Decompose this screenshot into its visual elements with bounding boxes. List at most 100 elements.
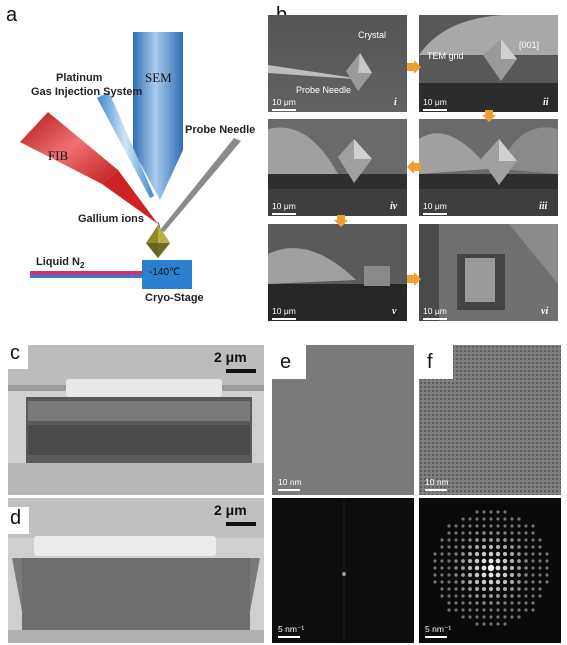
- diffraction-spot: [454, 566, 458, 570]
- diffraction-spot: [468, 524, 472, 528]
- diffraction-spot: [496, 608, 500, 612]
- diffraction-spot: [433, 552, 437, 556]
- arrow-right-icon-2: [407, 272, 421, 286]
- diffraction-spot: [475, 594, 479, 598]
- diffraction-spot: [468, 580, 472, 584]
- diffraction-spot: [510, 601, 514, 605]
- diffraction-spot: [510, 538, 514, 542]
- diffraction-spot: [524, 601, 528, 605]
- diffraction-spot: [496, 594, 500, 598]
- diffraction-spot: [503, 601, 507, 605]
- sem-image-c: 2 μm: [8, 345, 264, 495]
- diffraction-spot: [482, 517, 486, 521]
- diffraction-spot: [468, 615, 472, 619]
- diffraction-spot: [454, 594, 458, 598]
- diffraction-spot: [447, 573, 451, 577]
- diffraction-spot: [517, 580, 521, 584]
- diffraction-spot: [461, 524, 465, 528]
- panel-label-e: e: [272, 345, 306, 379]
- diffraction-spot: [489, 531, 493, 535]
- diffraction-spot: [447, 531, 451, 535]
- diffraction-spot: [447, 580, 451, 584]
- cryo-stage: [142, 260, 192, 289]
- diffraction-spot: [461, 594, 465, 598]
- diffraction-spot: [475, 510, 479, 514]
- diffraction-spot: [503, 587, 507, 591]
- probe-needle-label-i: Probe Needle: [296, 85, 352, 95]
- diffraction-spot: [454, 531, 458, 535]
- diffraction-spot: [524, 552, 528, 556]
- diffraction-spot: [495, 586, 501, 592]
- diffraction-spot: [531, 524, 535, 528]
- diffraction-spot: [496, 531, 500, 535]
- roman-i: i: [394, 97, 397, 108]
- scale-text-d: 2 μm: [214, 502, 247, 518]
- diffraction-spot: [496, 538, 500, 542]
- scalebar-e-top: [278, 489, 300, 491]
- diffraction-spot: [517, 559, 521, 563]
- diffraction-spot: [447, 608, 451, 612]
- diffraction-spot: [531, 566, 535, 570]
- diffraction-spot: [545, 566, 549, 570]
- diffraction-spot: [509, 565, 515, 571]
- diffraction-spot: [468, 594, 472, 598]
- scalebar-f-top: [425, 489, 447, 491]
- diffraction-spot: [474, 558, 480, 564]
- diffraction-spot: [524, 608, 528, 612]
- diffraction-spot: [495, 565, 501, 571]
- diffraction-spot: [440, 552, 444, 556]
- diffraction-spot: [531, 559, 535, 563]
- diffraction-spot: [461, 573, 465, 577]
- diffraction-spot: [503, 510, 507, 514]
- diffraction-spot: [517, 594, 521, 598]
- scale-text-f-bottom: 5 nm⁻¹: [425, 624, 452, 634]
- sem-column: [133, 32, 183, 200]
- diffraction-spot: [531, 608, 535, 612]
- diffraction-spot: [482, 531, 486, 535]
- gallium-ions-label: Gallium ions: [78, 213, 145, 225]
- diffraction-spot: [517, 587, 521, 591]
- diffraction-spot: [489, 622, 493, 626]
- diffraction-spot: [475, 615, 479, 619]
- diffraction-spot: [510, 517, 514, 521]
- diffraction-spot: [502, 558, 508, 564]
- diffraction-spot: [461, 580, 465, 584]
- scalebar-vi: [423, 318, 447, 320]
- diffraction-spot: [461, 601, 465, 605]
- diffraction-spot: [461, 615, 465, 619]
- scalebar-f-bottom: [425, 636, 447, 638]
- liquid-n2-label: Liquid N2: [36, 256, 85, 271]
- diffraction-spot: [503, 545, 507, 549]
- diffraction-spot: [454, 524, 458, 528]
- crystal-octahedron: [146, 225, 170, 258]
- diffraction-spot: [488, 572, 494, 578]
- diffraction-spot: [517, 608, 521, 612]
- diffraction-spot: [524, 580, 528, 584]
- diffraction-spot: [503, 608, 507, 612]
- diffraction-spot: [474, 579, 480, 585]
- diffraction-spot: [461, 566, 465, 570]
- diffraction-spot: [538, 559, 542, 563]
- diffraction-spot: [481, 565, 487, 571]
- diffraction-spot: [502, 565, 508, 571]
- diffraction-spot: [489, 510, 493, 514]
- diffraction-spot: [447, 559, 451, 563]
- diffraction-spot: [440, 587, 444, 591]
- diffraction-spot: [475, 545, 479, 549]
- scale-text-ii: 10 μm: [423, 97, 447, 107]
- diffraction-spot: [538, 587, 542, 591]
- diffraction-spot: [538, 538, 542, 542]
- diffraction-spot: [454, 587, 458, 591]
- sem-image-d: 2 μm: [8, 498, 264, 643]
- diffraction-spot: [510, 545, 514, 549]
- diffraction-spot: [468, 538, 472, 542]
- diffraction-spot: [517, 517, 521, 521]
- diffraction-spot: [538, 594, 542, 598]
- diffraction-spot: [524, 559, 528, 563]
- diffraction-spot: [481, 551, 487, 557]
- diffraction-spot: [495, 544, 501, 550]
- diffraction-spot: [440, 545, 444, 549]
- diffraction-spot: [531, 594, 535, 598]
- diffraction-spot: [454, 545, 458, 549]
- diffraction-spot: [454, 601, 458, 605]
